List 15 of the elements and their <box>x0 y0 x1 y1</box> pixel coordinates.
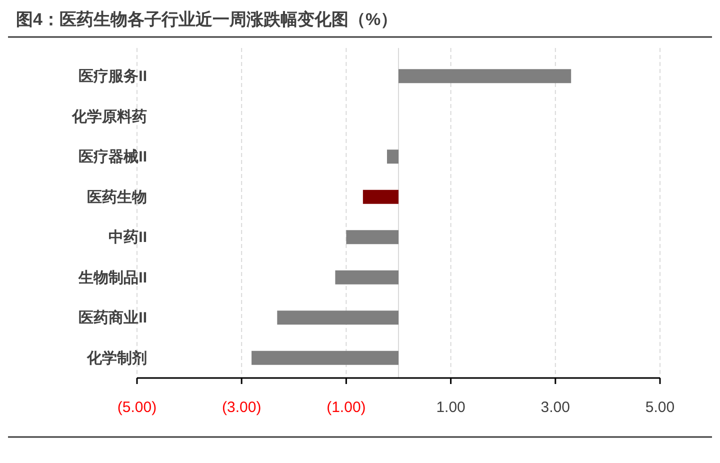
y-tick-label: 化学原料药 <box>71 108 147 126</box>
x-tick-label: 5.00 <box>645 399 675 416</box>
y-tick-label: 医疗服务II <box>78 68 147 86</box>
y-tick-label: 医药生物 <box>87 188 147 206</box>
x-tick-label: (5.00) <box>117 399 157 416</box>
x-tick-label: 1.00 <box>436 399 466 416</box>
y-tick-label: 医药商业II <box>78 308 147 327</box>
x-tick-label: (3.00) <box>222 399 262 416</box>
x-tick-label: 3.00 <box>540 399 570 416</box>
x-tick-label: (1.00) <box>326 399 366 416</box>
y-tick-label: 医疗器械II <box>78 148 147 166</box>
y-tick-label: 生物制品II <box>78 269 147 286</box>
y-tick-label: 中药II <box>108 229 147 246</box>
y-tick-label: 化学制剂 <box>86 348 147 367</box>
chart-title: 图4：医药生物各子行业近一周涨跌幅变化图（%） <box>16 10 398 29</box>
